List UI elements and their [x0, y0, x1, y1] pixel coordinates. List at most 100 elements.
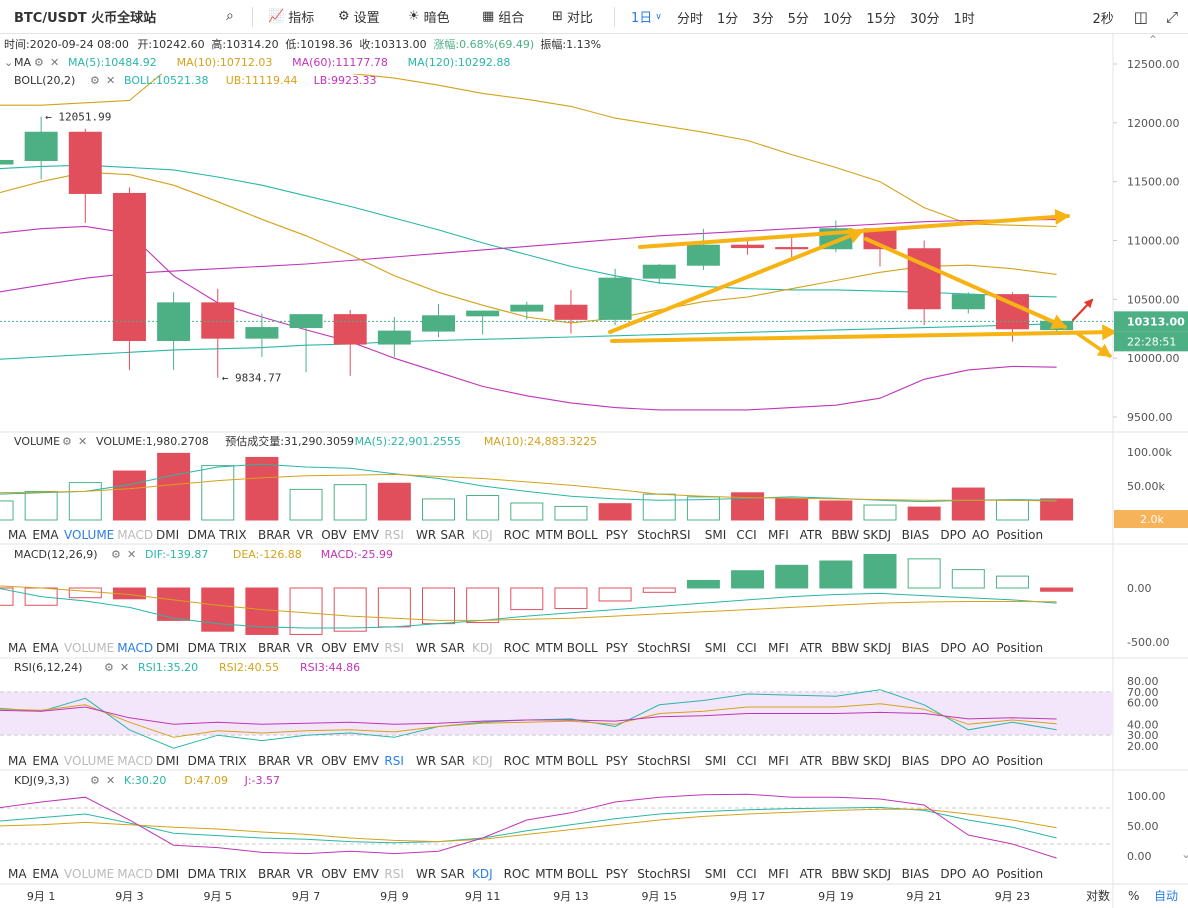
- ma-legend-value: MA(120):10292.88: [408, 56, 511, 69]
- volume-tab: OBV: [321, 528, 347, 542]
- macd-tab: KDJ: [472, 641, 493, 655]
- volume-legend-title: VOLUME: [14, 435, 60, 448]
- kdj-k-line: [0, 806, 1057, 844]
- x-tick-label: 9月 5: [204, 890, 233, 903]
- rsi-tick-label: 60.00: [1127, 697, 1159, 710]
- macd-tab: AO: [972, 641, 989, 655]
- info-field: 开:10242.60: [137, 38, 204, 51]
- info-field: 涨幅:0.68%(69.49): [433, 38, 534, 51]
- kline-chart[interactable]: 12500.00 12000.00 11500.00 11000.00 10500.00…: [0, 34, 1188, 908]
- rsi-tab: DMA: [188, 754, 217, 768]
- camera-icon[interactable]: ◫: [1133, 8, 1148, 26]
- candle-body: [510, 304, 544, 312]
- volume-bar: [819, 500, 853, 521]
- macd-tick-label: 0.00: [1127, 582, 1152, 595]
- indicator-button[interactable]: 📈 指标: [260, 0, 322, 34]
- chevron-down-icon: ∨: [655, 11, 662, 22]
- rsi-tab: AO: [972, 754, 989, 768]
- rsi2-line: [0, 703, 1057, 738]
- volume-tab: MTM: [535, 528, 563, 542]
- volume-last-text: 2.0k: [1140, 513, 1164, 526]
- symbol-title[interactable]: BTC/USDT 火币全球站: [0, 0, 224, 34]
- volume-tab: MFI: [768, 528, 789, 542]
- indicator-icon: 📈: [268, 9, 285, 24]
- layout-label: 组合: [498, 11, 525, 26]
- timeframe-2[interactable]: 3分: [752, 11, 774, 27]
- candle-body: [731, 244, 765, 249]
- gear-icon: ⚙: [62, 435, 72, 448]
- gear-icon: ⚙: [34, 56, 44, 69]
- volume-ma10-line: [0, 473, 1057, 502]
- rsi-tab: MTM: [535, 754, 563, 768]
- dark-mode-button[interactable]: ☀ 暗色: [400, 0, 458, 34]
- candle-body: [775, 247, 809, 250]
- kdj-tab: DPO: [940, 867, 966, 881]
- macd-tab: EMV: [353, 641, 380, 655]
- volume-tab: RSI: [384, 528, 404, 542]
- macd-tab: MTM: [535, 641, 563, 655]
- volume-bar: [245, 456, 279, 521]
- x-tick-label: 9月 19: [818, 890, 854, 903]
- timeframe-1d[interactable]: 1日 ∨: [624, 0, 669, 34]
- timeframe-6[interactable]: 30分: [909, 11, 940, 27]
- volume-bar: [333, 484, 367, 521]
- search-icon[interactable]: ⌕: [226, 8, 234, 24]
- last-price-text: 10313.00: [1127, 315, 1185, 328]
- toolbar: BTC/USDT 火币全球站 ⌕ 📈 指标 ⚙ 设置 ☀ 暗色 ▦ 组合 ⊞ 对比 1日 ∨…: [0, 0, 1188, 34]
- candle-body: [466, 310, 500, 317]
- candle-body: [686, 244, 720, 266]
- rsi-tab: VOLUME: [64, 754, 114, 768]
- rsi-tab: DMI: [156, 754, 179, 768]
- timeframe-4[interactable]: 10分: [822, 11, 853, 27]
- timeframe-5[interactable]: 15分: [866, 11, 896, 27]
- candle-body: [598, 277, 632, 320]
- chevron-down-icon: ⌄: [4, 56, 13, 69]
- macd-tab: EMA: [32, 641, 59, 655]
- timeframe-1[interactable]: 1分: [717, 11, 739, 27]
- ma-legend-title: MA: [14, 56, 31, 69]
- rsi-tab: BRAR: [258, 754, 291, 768]
- settings-label: 设置: [353, 11, 380, 26]
- volume-tab: BIAS: [902, 528, 930, 542]
- macd-tab: PSY: [606, 641, 629, 655]
- fullscreen-icon[interactable]: ⤢: [1165, 8, 1178, 26]
- macd-bar: [510, 587, 544, 611]
- rsi-legend-value: RSI2:40.55: [219, 661, 279, 674]
- volume-tab: SKDJ: [863, 528, 891, 542]
- close-icon: ✕: [120, 661, 129, 674]
- settings-button[interactable]: ⚙ 设置: [330, 0, 388, 34]
- percent-scale-toggle[interactable]: %: [1128, 889, 1139, 903]
- x-tick-label: 9月 13: [553, 890, 589, 903]
- rsi-band: [0, 691, 1113, 736]
- timeframe-3[interactable]: 5分: [787, 11, 809, 27]
- rsi-tab: SKDJ: [863, 754, 891, 768]
- timeframe-0[interactable]: 分时: [677, 11, 704, 27]
- refresh-interval[interactable]: 2秒: [1092, 11, 1114, 27]
- compare-button[interactable]: ⊞ 对比: [544, 0, 601, 34]
- rsi-tab: WR: [416, 754, 436, 768]
- candle-body: [289, 314, 323, 329]
- macd-tab: BOLL: [567, 641, 598, 655]
- kdj-tab: BRAR: [258, 867, 291, 881]
- log-scale-toggle[interactable]: 对数: [1086, 888, 1110, 903]
- ma10-line: [0, 171, 1057, 324]
- auto-scale-toggle[interactable]: 自动: [1154, 889, 1178, 903]
- volume-tab: DPO: [940, 528, 966, 542]
- volume-tab: VOLUME: [64, 528, 114, 542]
- candle-body: [245, 327, 279, 339]
- volume-tab: BOLL: [567, 528, 598, 542]
- macd-bar: [995, 575, 1029, 589]
- macd-bar: [731, 570, 765, 589]
- price-tick-label: 10000.00: [1127, 352, 1180, 365]
- volume-bar: [201, 465, 235, 521]
- kdj-tab: RSI: [384, 867, 404, 881]
- candle-body: [68, 131, 102, 194]
- rsi-tab: SMI: [705, 754, 727, 768]
- rsi-tab: KDJ: [472, 754, 493, 768]
- kdj-j-line: [0, 793, 1057, 859]
- layout-button[interactable]: ▦ 组合: [474, 0, 532, 34]
- kdj-legend-title: KDJ(9,3,3): [14, 774, 70, 787]
- timeframe-7[interactable]: 1时: [953, 11, 975, 27]
- macd-bar: [686, 579, 720, 589]
